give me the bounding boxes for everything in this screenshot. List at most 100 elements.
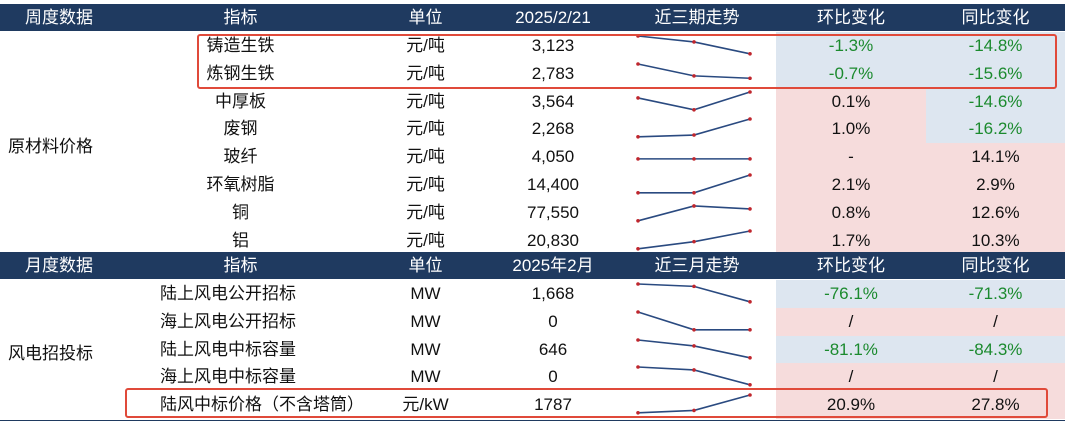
section1-row-name: 中厚板 [215,91,266,111]
section1-row-mom: 0.1% [831,91,871,111]
sparkline-line [637,204,751,222]
section2-yoy-bg [926,363,1065,392]
section1-row-unit: 元/吨 [406,91,445,111]
sparkline-point [748,393,752,397]
section2-row-yoy: -84.3% [968,339,1023,359]
sparkline-point [636,411,640,415]
section1-row-yoy: 14.1% [971,147,1020,167]
section1-row-value: 20,830 [527,230,579,250]
section2-row-trend-sparkline [636,337,752,360]
sparkline-point [692,284,696,289]
section2-header-cell: 同比变化 [961,256,1030,275]
sparkline-point [692,343,696,348]
section1-mom-bg [776,87,926,116]
section1-row-name: 铸造生铁 [206,36,275,55]
sparkline-point [636,95,640,100]
section2-row-name: 陆上风电中标容量 [160,339,296,359]
section2-row-value: 0 [548,367,558,387]
sparkline-point [748,173,752,177]
section2-header-cell: 指标 [223,256,258,275]
section1-row-name: 铜 [232,202,249,222]
sparkline-point [636,157,640,161]
section1-row-yoy: -14.8% [968,36,1023,55]
section2-row-trend-sparkline [636,393,752,415]
table-bottom-border [0,420,1065,421]
sparkline-point [636,246,640,251]
section2-row-mom: / [848,367,854,387]
section1-row-yoy: -15.6% [968,63,1023,83]
section1-row-trend-sparkline [636,228,752,251]
section1-row-unit: 元/吨 [406,36,445,55]
section2-header-cell: 单位 [408,256,443,275]
sparkline-point [748,383,752,387]
section2-mom-bg [776,335,926,364]
section2-row-unit: MW [410,339,441,359]
sparkline-line [637,90,751,111]
section1-row-name: 玻纤 [223,147,258,167]
section1-row-value: 3,564 [531,91,575,111]
sparkline-point [692,157,696,161]
section2-row-value: 646 [538,339,568,359]
sparkline-line [637,338,751,359]
section2-row-name: 陆风中标价格（不含塔筒） [160,395,364,415]
section2-yoy-bg [926,280,1065,309]
section1-row-name: 炼钢生铁 [206,63,275,83]
section1-header-cell: 同比变化 [961,8,1030,27]
section2-row-yoy: / [993,367,998,387]
section1-row-mom: -1.3% [828,36,874,55]
section2-row-value: 0 [548,311,558,331]
section1-yoy-bg [926,32,1065,61]
sparkline-point [692,40,696,44]
section2-row-yoy: 27.8% [971,395,1020,415]
section1-row-mom: - [848,147,854,167]
section1-header-cell: 环比变化 [817,8,885,27]
sparkline-point [748,355,752,360]
section2-mom-bg [776,363,926,392]
section2-header-cell: 月度数据 [25,256,93,275]
section1-header-cell: 单位 [408,8,443,27]
section2-mom-bg [776,307,926,337]
sparkline-point [748,228,752,233]
section1-row-trend-sparkline [636,117,752,139]
section2-row-trend-sparkline [636,282,752,304]
section2-row-mom: -76.1% [824,284,878,303]
section2-row-unit: MW [410,284,441,303]
section2-row-name: 陆上风电公开招标 [160,284,296,303]
section1-row-unit: 元/吨 [406,230,445,250]
sparkline-point [748,300,752,304]
section1-yoy-bg [926,143,1065,172]
section1-row-trend-sparkline [636,203,752,223]
section2-yoy-bg [926,391,1065,420]
section1-mom-bg [776,171,926,200]
section2-row-trend-sparkline [636,365,752,387]
sparkline-point [692,191,696,195]
section2-row-unit: 元/kW [402,395,449,415]
sparkline-point [636,282,640,286]
sparkline-point [636,337,640,342]
sparkline-point [692,408,696,413]
section1-header-cell: 2025/2/21 [515,8,591,27]
section1-row-unit: 元/吨 [406,63,445,83]
section1-row-trend-sparkline [636,173,752,195]
section1-row-name: 废钢 [223,119,258,139]
section2-row-unit: MW [410,367,441,387]
section1-row-value: 2,268 [531,119,575,139]
section2-row-mom: 20.9% [826,395,876,415]
section1-row-trend-sparkline [636,157,752,161]
section1-row-unit: 元/吨 [406,175,445,194]
section1-row-value: 14,400 [527,175,579,194]
section1-row-yoy: 10.3% [971,230,1020,250]
highlight-box-2 [125,388,1048,418]
section1-row-value: 4,050 [531,147,575,167]
section1-yoy-bg [926,171,1065,200]
section1-yoy-bg [926,226,1065,255]
section2-yoy-bg [926,307,1065,337]
sparkline-point [636,365,640,370]
highlight-box-1 [197,34,1057,89]
sparkline-point [636,135,640,139]
sparkline-line [637,311,750,331]
section1-row-name: 铝 [232,230,249,250]
sparkline-point [692,73,696,78]
sparkline-point [636,191,640,195]
section1-row-value: 2,783 [531,63,575,83]
